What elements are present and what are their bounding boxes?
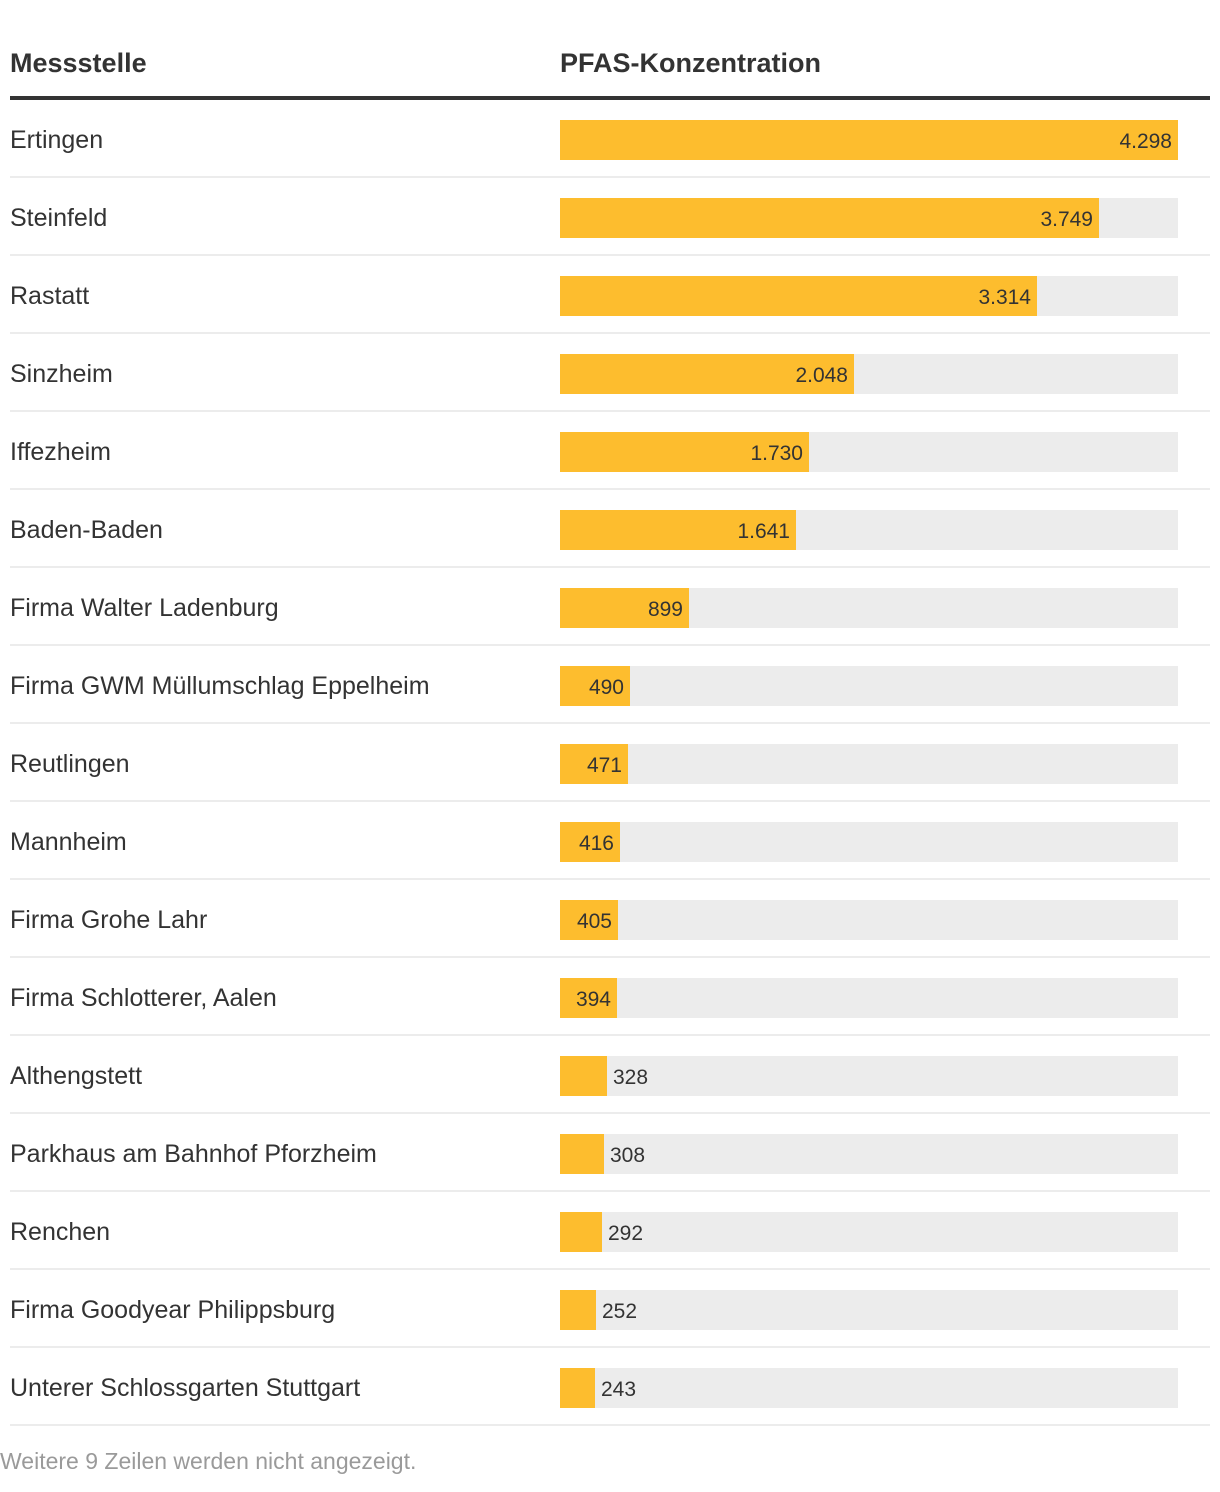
value-label: 394 <box>575 988 611 1011</box>
table-row: Steinfeld 3.749 <box>10 178 1210 256</box>
station-label: Firma Grohe Lahr <box>10 906 208 934</box>
bar-track: 1.730 <box>560 432 1178 472</box>
table-row: Firma Schlotterer, Aalen 394 <box>10 958 1210 1036</box>
bar <box>560 198 1099 238</box>
station-label: Firma GWM Müllumschlag Eppelheim <box>10 672 430 700</box>
value-label: 416 <box>578 832 614 855</box>
bar <box>560 120 1178 160</box>
table-body: Ertingen 4.298 Steinfeld 3.749 Rastatt 3.314 S… <box>10 100 1210 1426</box>
table-row: Unterer Schlossgarten Stuttgart 243 <box>10 1348 1210 1426</box>
bar <box>560 978 617 1018</box>
value-label: 252 <box>602 1300 638 1323</box>
value-label: 899 <box>647 598 683 621</box>
value-label: 3.749 <box>1040 208 1093 231</box>
value-label: 4.298 <box>1119 130 1172 153</box>
station-label: Reutlingen <box>10 750 130 778</box>
value-label: 405 <box>576 910 612 933</box>
station-label: Iffezheim <box>10 438 111 466</box>
bar <box>560 510 796 550</box>
table-header: Messstelle PFAS-Konzentration <box>10 0 1210 100</box>
table-row: Rastatt 3.314 <box>10 256 1210 334</box>
table-row: Althengstett 328 <box>10 1036 1210 1114</box>
station-label: Renchen <box>10 1218 111 1246</box>
bar <box>560 666 630 706</box>
value-label: 292 <box>608 1222 644 1245</box>
station-label: Althengstett <box>10 1062 143 1090</box>
bar-track: 328 <box>560 1056 1178 1096</box>
table-row: Firma Goodyear Philippsburg 252 <box>10 1270 1210 1348</box>
table-row: Renchen 292 <box>10 1192 1210 1270</box>
table-row: Baden-Baden 1.641 <box>10 490 1210 568</box>
value-label: 243 <box>601 1378 637 1401</box>
bar-track: 243 <box>560 1368 1178 1408</box>
station-label: Sinzheim <box>10 360 113 388</box>
table-row: Sinzheim 2.048 <box>10 334 1210 412</box>
column-header-value: PFAS-Konzentration <box>560 48 821 78</box>
bar-track: 4.298 <box>560 120 1178 160</box>
value-label: 1.641 <box>737 520 790 543</box>
bar-track: 471 <box>560 744 1178 784</box>
bar <box>560 744 628 784</box>
bar-track: 490 <box>560 666 1178 706</box>
bar <box>560 588 689 628</box>
bar <box>560 432 809 472</box>
bar <box>560 1134 604 1174</box>
bar <box>560 276 1037 316</box>
bar-track: 3.314 <box>560 276 1178 316</box>
bar <box>560 354 854 394</box>
footer-note: Weitere 9 Zeilen werden nicht angezeigt. <box>0 1448 417 1474</box>
bar <box>560 1212 602 1252</box>
value-label: 490 <box>588 676 624 699</box>
station-label: Unterer Schlossgarten Stuttgart <box>10 1374 361 1402</box>
table-row: Reutlingen 471 <box>10 724 1210 802</box>
table-row: Iffezheim 1.730 <box>10 412 1210 490</box>
bar-track: 3.749 <box>560 198 1178 238</box>
table-row: Ertingen 4.298 <box>10 100 1210 178</box>
bar-track: 2.048 <box>560 354 1178 394</box>
table-row: Firma Walter Ladenburg 899 <box>10 568 1210 646</box>
station-label: Baden-Baden <box>10 516 163 544</box>
bar-table: Messstelle PFAS-Konzentration Ertingen 4.… <box>10 0 1210 1426</box>
bar-track: 899 <box>560 588 1178 628</box>
value-label: 1.730 <box>750 442 803 465</box>
station-label: Firma Goodyear Philippsburg <box>10 1296 336 1324</box>
column-header-station: Messstelle <box>10 48 147 78</box>
station-label: Firma Walter Ladenburg <box>10 594 279 622</box>
bar-track: 416 <box>560 822 1178 862</box>
station-label: Mannheim <box>10 828 127 856</box>
bar <box>560 900 618 940</box>
bar-track: 308 <box>560 1134 1178 1174</box>
station-label: Rastatt <box>10 282 90 310</box>
value-label: 471 <box>586 754 622 777</box>
value-label: 2.048 <box>795 364 848 387</box>
bar <box>560 822 620 862</box>
table-row: Parkhaus am Bahnhof Pforzheim 308 <box>10 1114 1210 1192</box>
table-row: Firma GWM Müllumschlag Eppelheim 490 <box>10 646 1210 724</box>
bar-track: 405 <box>560 900 1178 940</box>
table-row: Mannheim 416 <box>10 802 1210 880</box>
station-label: Firma Schlotterer, Aalen <box>10 984 277 1012</box>
value-label: 328 <box>613 1066 649 1089</box>
bar <box>560 1290 596 1330</box>
table-row: Firma Grohe Lahr 405 <box>10 880 1210 958</box>
value-label: 308 <box>610 1144 646 1167</box>
bar-track: 1.641 <box>560 510 1178 550</box>
bar-track: 394 <box>560 978 1178 1018</box>
bar-track: 252 <box>560 1290 1178 1330</box>
bar <box>560 1056 607 1096</box>
value-label: 3.314 <box>978 286 1031 309</box>
bar <box>560 1368 595 1408</box>
bar-track: 292 <box>560 1212 1178 1252</box>
station-label: Steinfeld <box>10 204 108 232</box>
station-label: Ertingen <box>10 126 104 154</box>
station-label: Parkhaus am Bahnhof Pforzheim <box>10 1140 377 1168</box>
